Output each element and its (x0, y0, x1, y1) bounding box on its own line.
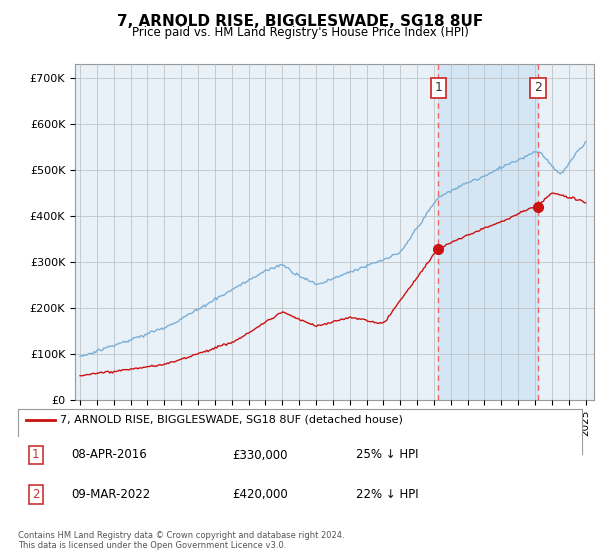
Text: Contains HM Land Registry data © Crown copyright and database right 2024.
This d: Contains HM Land Registry data © Crown c… (18, 530, 344, 550)
Text: 7, ARNOLD RISE, BIGGLESWADE, SG18 8UF: 7, ARNOLD RISE, BIGGLESWADE, SG18 8UF (117, 14, 483, 29)
Text: 1: 1 (434, 81, 442, 95)
Text: 09-MAR-2022: 09-MAR-2022 (71, 488, 151, 501)
Bar (439, 64, 538, 400)
Text: 1: 1 (32, 449, 40, 461)
Text: HPI: Average price, detached house, Central Bedfordshire: HPI: Average price, detached house, Cent… (60, 437, 382, 447)
Text: Price paid vs. HM Land Registry's House Price Index (HPI): Price paid vs. HM Land Registry's House … (131, 26, 469, 39)
Text: 2: 2 (534, 81, 542, 95)
Text: 08-APR-2016: 08-APR-2016 (71, 449, 148, 461)
Text: £330,000: £330,000 (232, 449, 288, 461)
Text: £420,000: £420,000 (232, 488, 288, 501)
Text: 25% ↓ HPI: 25% ↓ HPI (356, 449, 419, 461)
Text: 2: 2 (32, 488, 40, 501)
Text: 7, ARNOLD RISE, BIGGLESWADE, SG18 8UF (detached house): 7, ARNOLD RISE, BIGGLESWADE, SG18 8UF (d… (60, 415, 403, 425)
Text: 22% ↓ HPI: 22% ↓ HPI (356, 488, 419, 501)
